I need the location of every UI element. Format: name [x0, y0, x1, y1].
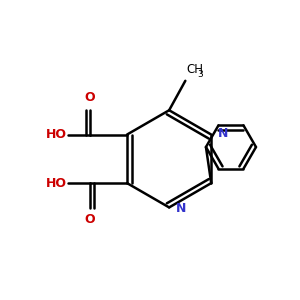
Text: 3: 3	[197, 70, 203, 79]
Text: N: N	[218, 127, 228, 140]
Text: HO: HO	[46, 177, 67, 190]
Text: O: O	[84, 214, 95, 226]
Text: CH: CH	[187, 63, 204, 76]
Text: HO: HO	[46, 128, 67, 141]
Text: N: N	[176, 202, 186, 215]
Text: O: O	[84, 91, 95, 104]
